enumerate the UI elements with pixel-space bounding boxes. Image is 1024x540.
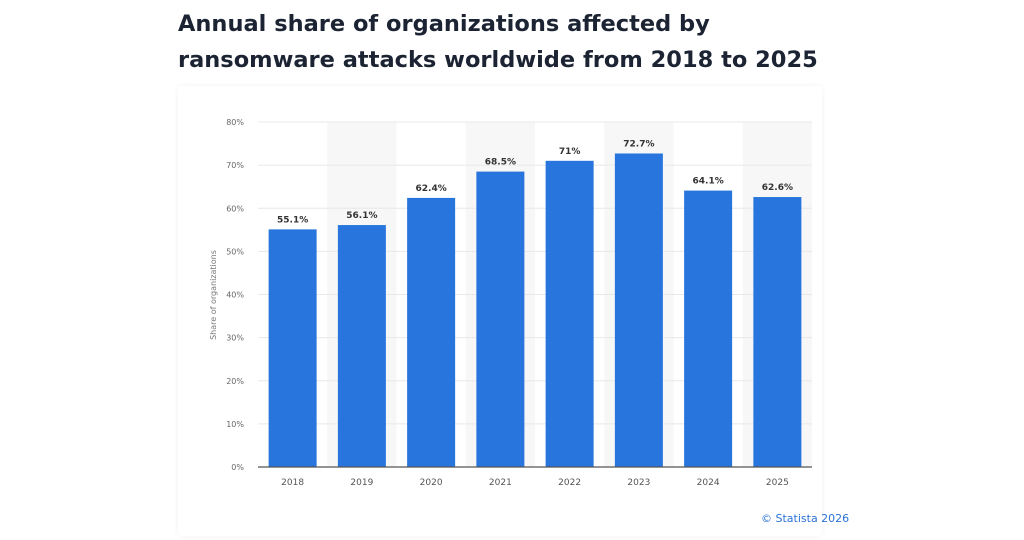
x-tick-label: 2025 (766, 478, 789, 488)
bar (614, 153, 663, 467)
y-tick-label: 80% (226, 118, 244, 127)
data-label: 72.7% (623, 139, 654, 149)
bar (337, 225, 386, 467)
data-label: 62.4% (416, 184, 447, 194)
bar (545, 160, 594, 467)
x-tick-label: 2023 (627, 478, 650, 488)
bar (407, 197, 456, 467)
y-axis-label: Share of organizations (209, 250, 218, 340)
data-label: 56.1% (346, 211, 377, 221)
x-tick-label: 2018 (281, 478, 304, 488)
data-label: 68.5% (485, 158, 516, 168)
x-tick-label: 2024 (697, 478, 720, 488)
y-tick-label: 70% (226, 161, 244, 170)
x-tick-label: 2020 (420, 478, 443, 488)
x-tick-label: 2019 (350, 478, 373, 488)
x-tick-label: 2021 (489, 478, 512, 488)
bar (476, 171, 525, 467)
data-label: 55.1% (277, 215, 308, 225)
x-tick-label: 2022 (558, 478, 581, 488)
y-tick-label: 60% (226, 204, 244, 213)
data-label: 64.1% (693, 177, 724, 187)
data-label: 62.6% (762, 183, 793, 193)
bar (268, 229, 317, 467)
y-tick-label: 0% (231, 463, 244, 472)
y-tick-label: 50% (226, 247, 244, 256)
bar (753, 197, 802, 467)
y-tick-label: 20% (226, 377, 244, 386)
data-label: 71% (559, 147, 581, 157)
bar (684, 190, 733, 467)
y-tick-label: 10% (226, 420, 244, 429)
chart-title: Annual share of organizations affected b… (178, 11, 818, 73)
y-tick-label: 30% (226, 334, 244, 343)
y-tick-label: 40% (226, 291, 244, 300)
statista-credit-link[interactable]: © Statista 2026 (761, 512, 850, 525)
